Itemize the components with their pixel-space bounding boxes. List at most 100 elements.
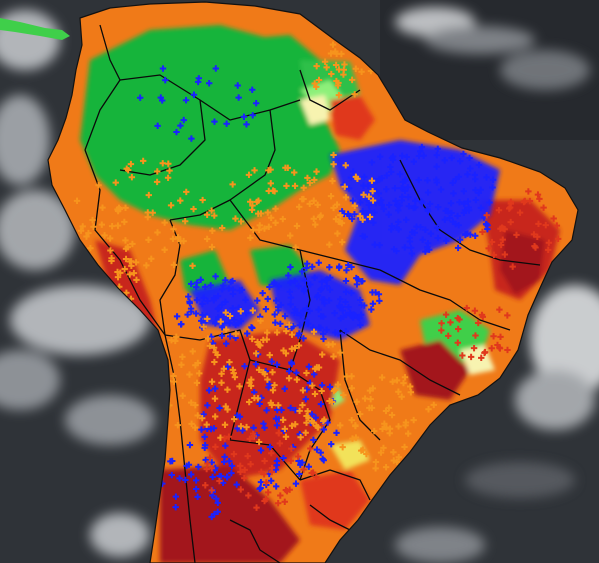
plus-marker [172,493,180,500]
plus-marker [172,503,179,511]
plus-marker [399,193,406,201]
plus-marker [345,303,352,311]
plus-marker [267,214,275,221]
plus-marker [450,190,457,197]
plus-marker [286,232,294,239]
plus-marker [87,244,94,252]
plus-marker [261,457,268,465]
plus-marker [185,293,192,300]
plus-marker [273,297,280,304]
cloud [530,285,599,395]
plus-marker [226,458,233,465]
plus-marker [228,469,235,477]
plus-marker [108,222,116,230]
plus-marker [265,384,272,391]
plus-marker [477,204,485,212]
border-line [119,99,206,176]
plus-marker [351,211,358,218]
plus-marker [381,420,388,427]
plus-marker [337,349,344,356]
plus-marker [352,434,360,441]
plus-marker [218,324,226,331]
plus-marker [263,329,271,336]
plus-marker [407,389,415,396]
plus-marker [255,226,263,233]
plus-marker [121,265,128,273]
plus-marker [536,195,543,203]
plus-marker [267,180,274,187]
plus-marker [214,292,222,300]
plus-marker [323,282,330,290]
plus-marker [279,416,287,424]
plus-marker [209,473,216,481]
plus-marker [229,305,236,312]
plus-marker [398,393,405,400]
plus-marker [358,68,365,75]
plus-marker [454,244,462,252]
plus-marker [243,121,250,128]
plus-marker [129,240,136,248]
plus-marker [430,401,437,409]
plus-marker [241,363,248,370]
plus-marker [317,212,324,219]
plus-marker [357,199,364,206]
plus-marker [296,470,303,478]
plus-marker [306,200,313,208]
plus-marker [304,174,311,182]
plus-marker [317,313,325,320]
plus-marker [317,324,324,331]
plus-marker [383,186,390,193]
plus-marker [449,179,456,187]
plus-marker [360,182,367,189]
plus-marker [287,279,294,286]
plus-marker [464,171,471,178]
cloud-cover [0,7,599,563]
plus-marker [208,459,215,466]
plus-marker [454,339,461,346]
plus-marker [350,168,357,175]
plus-marker [187,399,195,406]
plus-marker [404,184,412,191]
plus-marker [249,430,257,437]
plus-marker [206,454,214,461]
cloud [500,50,590,90]
plus-marker [199,311,206,319]
plus-marker [329,341,336,348]
plus-marker [144,209,151,216]
plus-marker [218,224,226,232]
plus-marker [230,316,238,324]
plus-marker [308,469,315,477]
plus-marker [145,191,153,199]
plus-marker [318,382,326,389]
plus-marker [342,194,350,201]
plus-marker [192,310,200,317]
plus-marker [300,184,307,192]
plus-marker [526,197,534,205]
plus-marker [342,298,349,306]
plus-marker [221,435,228,442]
plus-marker [220,282,227,289]
plus-marker [287,263,294,271]
plus-marker [192,477,200,484]
plus-marker [253,198,260,206]
plus-marker [330,353,337,360]
plus-marker [433,163,440,170]
plus-marker [302,395,309,403]
plus-marker [367,395,374,403]
plus-marker [222,403,229,410]
plus-marker [268,358,275,365]
plus-marker [210,294,218,302]
plus-marker [357,296,364,304]
plus-marker [307,445,314,452]
plus-marker [501,251,509,258]
plus-marker [202,456,209,464]
plus-marker [247,198,254,205]
plus-marker [212,65,220,72]
plus-marker [336,302,343,309]
plus-marker [382,463,390,471]
border-line [379,269,511,331]
plus-marker [263,336,270,343]
plus-marker [211,212,218,219]
